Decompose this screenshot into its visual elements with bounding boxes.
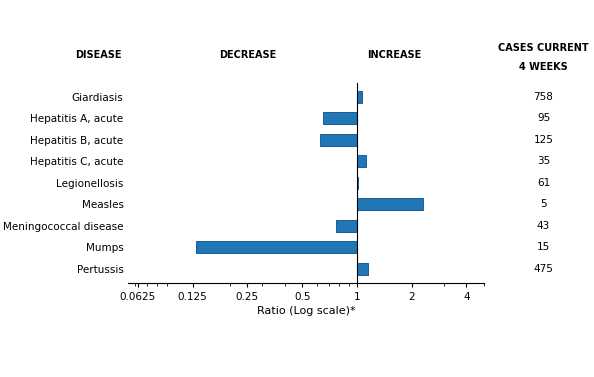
Bar: [336, 220, 357, 232]
Bar: [320, 134, 357, 146]
Text: CASES CURRENT: CASES CURRENT: [498, 43, 589, 53]
Bar: [357, 198, 423, 210]
Text: 475: 475: [533, 264, 554, 274]
Text: 4 WEEKS: 4 WEEKS: [519, 61, 568, 72]
Text: 125: 125: [533, 135, 554, 145]
X-axis label: Ratio (Log scale)*: Ratio (Log scale)*: [257, 306, 355, 316]
Bar: [357, 177, 359, 189]
Text: 61: 61: [537, 178, 550, 188]
Bar: [195, 241, 357, 253]
Text: 758: 758: [533, 92, 554, 102]
Text: 5: 5: [540, 199, 547, 209]
Bar: [357, 155, 366, 167]
Bar: [323, 112, 357, 124]
Text: 43: 43: [537, 221, 550, 231]
Text: 95: 95: [537, 113, 550, 123]
Text: INCREASE: INCREASE: [367, 50, 421, 60]
Text: 35: 35: [537, 156, 550, 166]
Bar: [357, 91, 362, 103]
Text: DISEASE: DISEASE: [75, 50, 122, 60]
Bar: [357, 263, 368, 275]
Text: DECREASE: DECREASE: [219, 50, 276, 60]
Text: 15: 15: [537, 242, 550, 252]
